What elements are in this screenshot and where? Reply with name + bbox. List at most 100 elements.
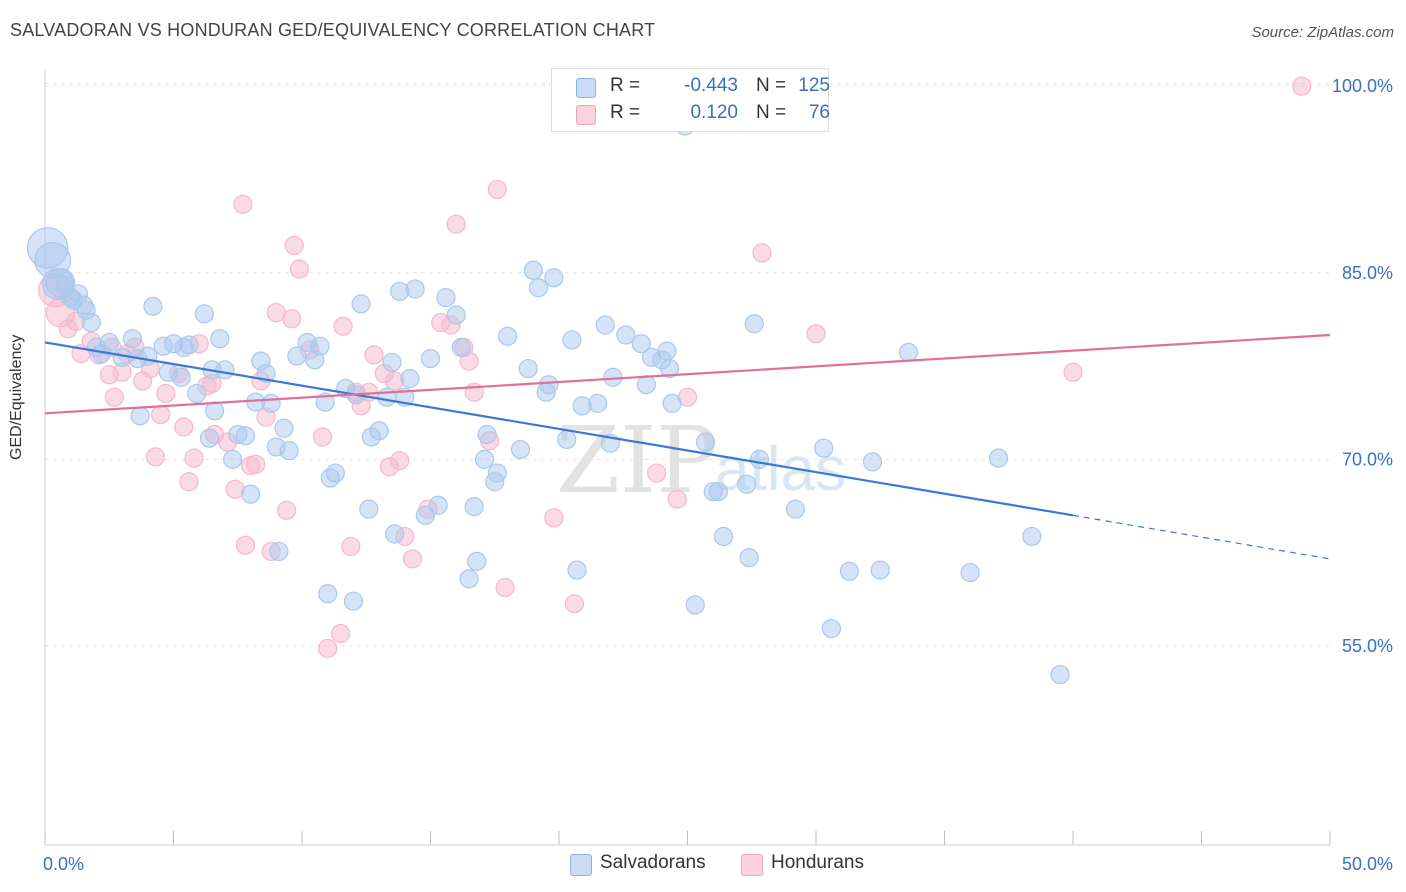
salvadoran-point bbox=[436, 288, 456, 308]
axes bbox=[44, 70, 1331, 846]
salvadoran-point bbox=[695, 432, 716, 452]
salvadoran-point bbox=[464, 497, 484, 517]
honduran-point bbox=[104, 387, 124, 407]
salvadoran-point bbox=[325, 463, 346, 483]
salvadoran-point bbox=[241, 484, 261, 504]
salvadoran-point bbox=[814, 438, 834, 458]
salvadoran-point bbox=[122, 329, 142, 349]
salvadoran-point bbox=[215, 360, 235, 380]
x-tick-label-max: 50.0% bbox=[1342, 854, 1393, 874]
salvadoran-point bbox=[310, 336, 330, 356]
salvadoran-point bbox=[451, 337, 471, 358]
salvadoran-point bbox=[269, 541, 289, 562]
salvadoran-point bbox=[636, 375, 656, 395]
honduran-point bbox=[647, 463, 667, 483]
r-label: R = bbox=[610, 102, 641, 123]
salvadoran-point bbox=[487, 463, 507, 483]
salvadoran-point bbox=[616, 325, 636, 345]
salvadoran-point bbox=[1050, 664, 1070, 685]
honduran-point bbox=[390, 451, 410, 471]
salvadoran-point bbox=[518, 358, 538, 379]
salvadoran-point bbox=[287, 346, 307, 366]
legend-label-salvadorans: Salvadorans bbox=[600, 852, 706, 873]
honduran-point bbox=[330, 623, 351, 644]
salvadoran-point bbox=[369, 421, 389, 441]
honduran-point bbox=[446, 214, 466, 234]
salvadoran-point bbox=[415, 505, 435, 525]
salvadoran-point bbox=[382, 352, 402, 372]
honduran-point bbox=[151, 404, 171, 425]
salvadoran-point bbox=[528, 278, 549, 298]
salvadoran-point bbox=[143, 296, 163, 316]
honduran-point bbox=[174, 417, 194, 437]
salvadoran-point bbox=[318, 584, 338, 604]
honduran-point bbox=[333, 316, 353, 336]
salvadoran-point bbox=[862, 452, 883, 472]
honduran-point bbox=[179, 472, 199, 492]
salvadoran-point bbox=[477, 424, 497, 445]
legend-label-hondurans: Hondurans bbox=[771, 852, 864, 873]
salvadoran-point bbox=[158, 362, 178, 382]
salvadoran-point bbox=[898, 342, 919, 362]
salvadoran-point bbox=[567, 560, 587, 580]
salvadoran-point bbox=[73, 295, 94, 315]
salvadoran-point bbox=[557, 429, 577, 450]
honduran-point bbox=[667, 489, 687, 509]
salvadoran-point bbox=[205, 401, 225, 421]
honduran-point bbox=[487, 179, 507, 200]
salvadoran-point bbox=[988, 448, 1009, 468]
honduran-point bbox=[233, 194, 253, 214]
honduran-point bbox=[289, 259, 310, 279]
salvadoran-point bbox=[785, 499, 806, 519]
honduran-point bbox=[341, 536, 361, 557]
salvadoran-point bbox=[428, 495, 448, 515]
salvadoran-point bbox=[631, 334, 651, 354]
salvadoran-point bbox=[274, 418, 294, 438]
r-value: 0.120 bbox=[690, 102, 738, 123]
honduran-point bbox=[246, 454, 266, 474]
salvadoran-point bbox=[223, 449, 243, 469]
honduran-point bbox=[276, 500, 297, 520]
salvadoran-trend-line bbox=[44, 341, 1074, 517]
salvadoran-point bbox=[210, 329, 230, 349]
salvadoran-point bbox=[235, 426, 256, 446]
honduran-point bbox=[282, 309, 302, 329]
n-label: N = bbox=[756, 102, 787, 123]
salvadoran-point bbox=[459, 569, 479, 589]
honduran-point bbox=[495, 577, 515, 598]
r-value: -0.443 bbox=[684, 75, 738, 96]
salvadoran-point bbox=[377, 387, 397, 407]
salvadoran-point bbox=[749, 449, 770, 469]
n-value: 76 bbox=[808, 102, 830, 123]
salvadoran-point bbox=[960, 562, 980, 583]
salvadoran-point bbox=[498, 326, 518, 346]
salvadoran-point bbox=[510, 439, 531, 460]
salvadorans-points bbox=[26, 116, 1070, 685]
salvadoran-point bbox=[595, 315, 615, 335]
salvadoran-point bbox=[685, 595, 705, 615]
trend-lines bbox=[44, 333, 1331, 560]
honduran-point bbox=[235, 535, 256, 555]
salvadoran-point bbox=[821, 618, 842, 639]
honduran-point bbox=[564, 594, 585, 614]
y-tick-label: 100.0% bbox=[1332, 76, 1393, 96]
honduran-point bbox=[145, 447, 166, 467]
legend-swatch-hondurans bbox=[741, 854, 763, 876]
salvadoran-point bbox=[523, 260, 543, 280]
watermark-zip: ZIP bbox=[556, 407, 718, 514]
honduran-point bbox=[1292, 76, 1312, 96]
salvadoran-point bbox=[739, 548, 759, 568]
salvadoran-point bbox=[187, 383, 207, 404]
salvadoran-point bbox=[194, 304, 214, 324]
honduran-point bbox=[312, 427, 333, 447]
salvadoran-point bbox=[315, 392, 335, 412]
y-tick-label: 85.0% bbox=[1342, 263, 1393, 283]
salvadoran-point bbox=[343, 591, 363, 611]
stats-legend: R = -0.443 N = 125 R = 0.120 N = 76 bbox=[551, 68, 830, 132]
honduran-point bbox=[402, 549, 423, 569]
r-label: R = bbox=[610, 75, 641, 96]
x-tick-labels: 0.0% 50.0% bbox=[43, 854, 1393, 874]
salvadoran-point bbox=[384, 524, 405, 544]
salvadoran-trend-extension bbox=[1072, 514, 1331, 560]
